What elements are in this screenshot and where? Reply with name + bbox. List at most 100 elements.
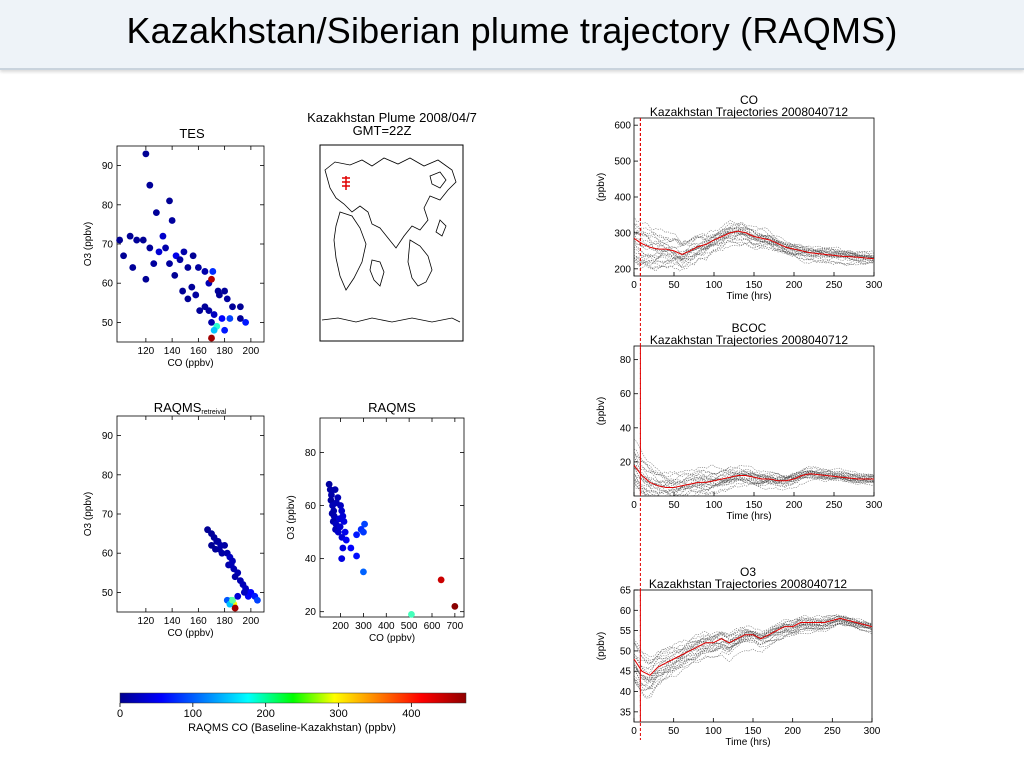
data-point (361, 520, 368, 528)
x-tick-label: 150 (746, 280, 763, 291)
slide-title: Kazakhstan/Siberian plume trajectory (RA… (126, 10, 898, 51)
colorbar-tick-label: 200 (257, 708, 275, 720)
trajectory-line (633, 622, 873, 699)
data-point (189, 252, 197, 260)
data-point (217, 541, 225, 549)
trajectory-line (633, 615, 873, 671)
data-point (150, 260, 158, 267)
y-tick-label: 500 (614, 157, 631, 168)
data-point (155, 248, 163, 256)
colorbar: 0 100 200 300 400 RAQMS CO (Baseline-Kazakhs… (117, 692, 467, 734)
trajectory-line (633, 467, 874, 486)
x-tick-label: 300 (864, 726, 881, 737)
trajectory-line (633, 622, 873, 679)
y-tick-label: 65 (620, 586, 632, 597)
data-point (218, 549, 226, 557)
x-tick-label: 100 (706, 500, 723, 511)
x-tick-label: 250 (826, 500, 843, 511)
y-tick-label: 45 (620, 667, 632, 678)
y-tick-label: 400 (614, 193, 631, 204)
trajectory-line (633, 237, 875, 266)
y-tick-label: 60 (102, 549, 114, 560)
trajectory-line (633, 621, 873, 665)
trajectory-line (633, 473, 875, 497)
data-point (226, 315, 234, 322)
data-point (194, 264, 202, 271)
y-tick-label: 35 (620, 707, 632, 718)
chart-title: RAQMSretreival (154, 400, 227, 416)
data-point (129, 264, 137, 271)
trajectory-line (633, 222, 875, 259)
data-point (126, 232, 134, 240)
x-tick-label: 120 (138, 346, 155, 357)
y-tick-label: 600 (614, 121, 631, 132)
data-point (142, 150, 150, 158)
data-point (328, 491, 335, 499)
x-tick-label: 0 (631, 500, 637, 511)
x-axis-label: Time (hrs) (726, 291, 771, 302)
x-tick-label: 50 (668, 500, 680, 511)
y-tick-label: 55 (620, 626, 632, 637)
trajectory-line (633, 231, 875, 262)
data-point (208, 334, 215, 342)
data-point (180, 248, 188, 256)
data-point (159, 232, 167, 240)
data-point (192, 291, 200, 299)
y-tick-label: 50 (620, 646, 632, 657)
mean-series-line (633, 464, 874, 488)
data-point (353, 531, 360, 539)
data-point (334, 528, 342, 536)
x-axis-label: Time (hrs) (725, 737, 770, 748)
data-point (333, 499, 340, 507)
data-point (231, 573, 239, 581)
plot-frame (116, 145, 265, 343)
x-tick-label: 150 (745, 726, 762, 737)
x-tick-label: 250 (826, 280, 843, 291)
trajectory-line (633, 222, 875, 266)
data-point (336, 523, 344, 531)
data-point (201, 268, 209, 275)
x-tick-label: 100 (705, 726, 722, 737)
y-axis-label: O3 (ppbv) (83, 492, 94, 536)
chart-subtitle: Kazakhstan Trajectories 2008040712 (650, 333, 848, 347)
trajectory-line (633, 617, 873, 679)
trajectory-line (633, 227, 875, 261)
data-point (166, 197, 173, 205)
data-point (116, 236, 124, 244)
data-point (229, 596, 236, 604)
x-tick-label: 200 (243, 616, 260, 627)
x-tick-label: 160 (190, 616, 207, 627)
trajectory-line (633, 236, 875, 264)
data-point (146, 244, 154, 252)
x-tick-label: 140 (164, 346, 181, 357)
data-point (209, 268, 217, 275)
y-tick-label: 40 (620, 423, 632, 434)
trajectory-line (633, 219, 875, 258)
colorbar-tick-label: 400 (402, 708, 420, 720)
y-tick-label: 80 (102, 470, 114, 481)
trajectory-line (633, 229, 875, 269)
trajectory-cloud (633, 216, 875, 272)
trajectory-line (633, 619, 873, 665)
x-tick-label: 180 (216, 346, 233, 357)
data-point (326, 486, 334, 494)
data-point (168, 217, 176, 224)
x-axis-label: CO (ppbv) (167, 628, 213, 639)
data-point (208, 319, 215, 326)
y-tick-label: 300 (614, 228, 631, 239)
x-tick-label: 50 (668, 726, 680, 737)
data-point (331, 486, 339, 494)
x-tick-label: 300 (355, 621, 372, 632)
data-point (437, 576, 445, 584)
colorbar-ticks: 0 100 200 300 400 (117, 703, 421, 720)
data-point (360, 528, 367, 536)
data-point (171, 271, 179, 279)
y-tick-label: 20 (305, 607, 317, 618)
y-tick-label: 80 (102, 200, 114, 211)
colorbar-tick-label: 100 (184, 708, 202, 720)
x-tick-label: 100 (706, 280, 723, 291)
scatter-tes: TES 120 140 160 180 200 50 60 70 80 90 CO (ppbv) O3 … (83, 126, 265, 369)
data-point (218, 315, 226, 322)
